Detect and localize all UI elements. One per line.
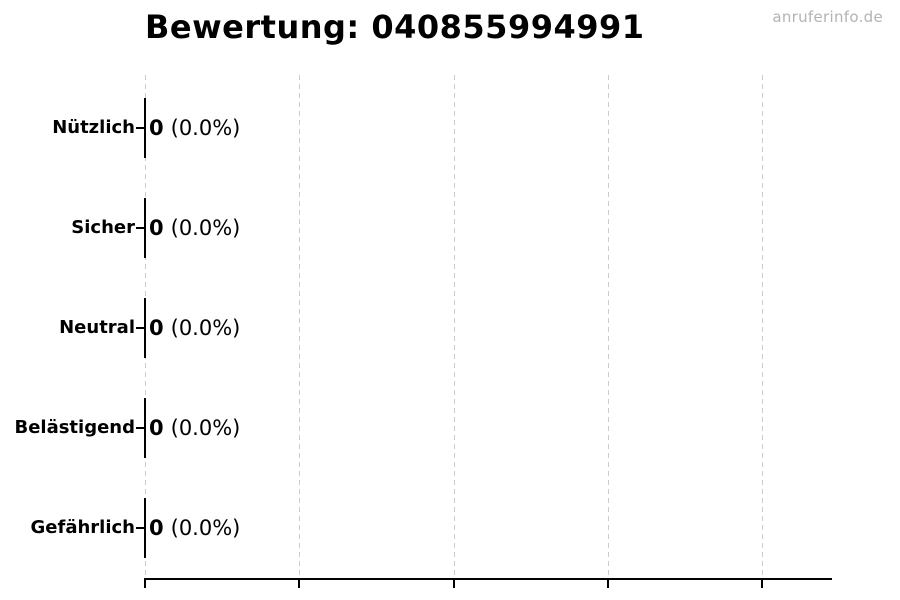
bar-percentage: (0.0%) xyxy=(170,316,241,340)
bar-percentage: (0.0%) xyxy=(170,116,241,140)
y-axis-tick xyxy=(136,527,145,529)
x-gridline xyxy=(762,75,763,579)
category-label: Belästigend xyxy=(14,417,135,438)
x-gridline xyxy=(299,75,301,579)
bar-percentage: (0.0%) xyxy=(170,216,241,240)
bar-value: 0 xyxy=(149,416,164,440)
x-gridline xyxy=(607,75,609,579)
x-axis-line xyxy=(144,578,832,580)
x-axis-tick xyxy=(298,580,301,588)
y-axis-tick xyxy=(136,427,145,429)
bar-value-annotation: 0 (0.0%) xyxy=(149,213,240,243)
bar xyxy=(144,298,146,358)
x-axis-tick xyxy=(606,580,609,588)
bar xyxy=(144,498,146,558)
watermark: anruferinfo.de xyxy=(772,8,883,26)
bar-value: 0 xyxy=(149,516,164,540)
category-label: Gefährlich xyxy=(30,517,135,538)
chart-title: Bewertung: 040855994991 xyxy=(145,8,645,46)
bar-value: 0 xyxy=(149,116,164,140)
x-axis-tick xyxy=(452,580,455,588)
bar xyxy=(144,398,146,458)
x-gridline xyxy=(453,75,455,579)
bar-value-annotation: 0 (0.0%) xyxy=(149,513,240,543)
x-axis-tick xyxy=(144,580,146,588)
bar-percentage: (0.0%) xyxy=(170,416,241,440)
y-axis-tick xyxy=(136,327,145,329)
category-label: Neutral xyxy=(59,317,135,338)
bar-value: 0 xyxy=(149,216,164,240)
category-label: Sicher xyxy=(71,217,135,238)
bar xyxy=(144,198,146,258)
bar-value-annotation: 0 (0.0%) xyxy=(149,113,240,143)
bar xyxy=(144,98,146,158)
y-axis-tick xyxy=(136,127,145,129)
y-axis-tick xyxy=(136,227,145,229)
bar-percentage: (0.0%) xyxy=(170,516,241,540)
bar-value: 0 xyxy=(149,316,164,340)
x-axis-tick xyxy=(761,580,763,588)
bar-value-annotation: 0 (0.0%) xyxy=(149,313,240,343)
bar-value-annotation: 0 (0.0%) xyxy=(149,413,240,443)
category-label: Nützlich xyxy=(52,117,135,138)
